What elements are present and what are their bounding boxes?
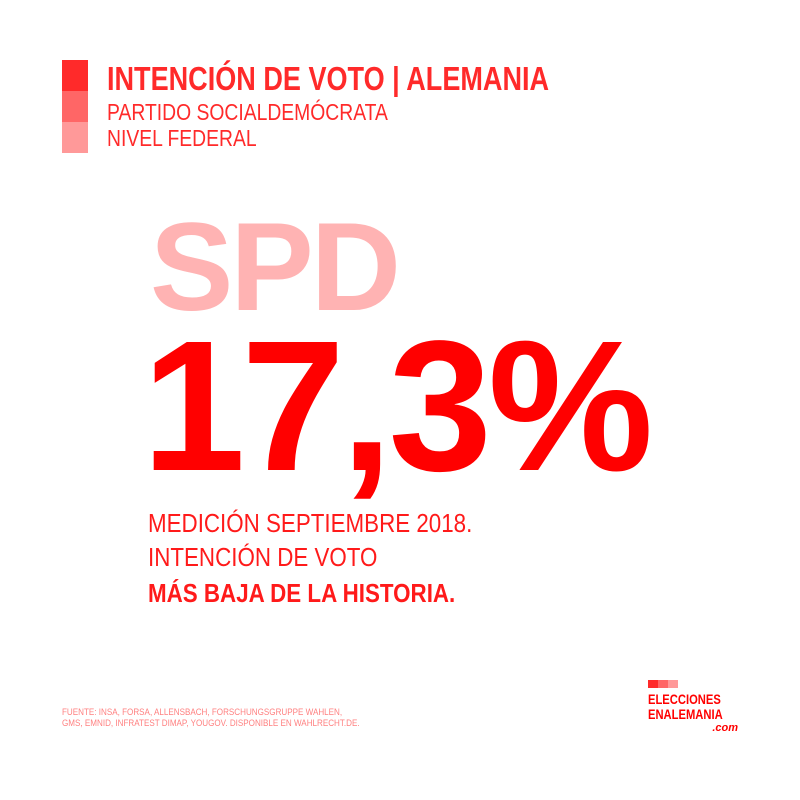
logo-square-3 — [668, 680, 678, 688]
header-square-3 — [62, 122, 88, 153]
logo-square-1 — [648, 680, 658, 688]
highlight-line: MÁS BAJA DE LA HISTORIA. — [148, 578, 456, 608]
page-title: INTENCIÓN DE VOTO | ALEMANIA — [107, 60, 550, 97]
logo-text-2: ENALEMANIA — [648, 706, 723, 722]
subtitle: PARTIDO SOCIALDEMÓCRATA — [107, 99, 388, 125]
header-square-2 — [62, 91, 88, 122]
logo-text-1: ELECCIONES — [648, 691, 721, 707]
logo-text-3: .com — [712, 722, 738, 734]
measurement-line: MEDICIÓN SEPTIEMBRE 2018. — [148, 508, 473, 538]
brand-logo: ELECCIONES ENALEMANIA .com — [648, 680, 740, 736]
logo-square-2 — [658, 680, 668, 688]
level-label: NIVEL FEDERAL — [107, 125, 257, 151]
description-line: INTENCIÓN DE VOTO — [148, 542, 378, 572]
header-square-1 — [62, 60, 88, 91]
source-line-2: GMS, EMNID, INFRATEST DIMAP, YOUGOV. DIS… — [62, 718, 360, 729]
party-name: SPD — [150, 198, 401, 337]
source-line-1: FUENTE: INSA, FORSA, ALLENSBACH, FORSCHU… — [62, 707, 343, 718]
vote-percentage: 17,3% — [142, 303, 653, 510]
